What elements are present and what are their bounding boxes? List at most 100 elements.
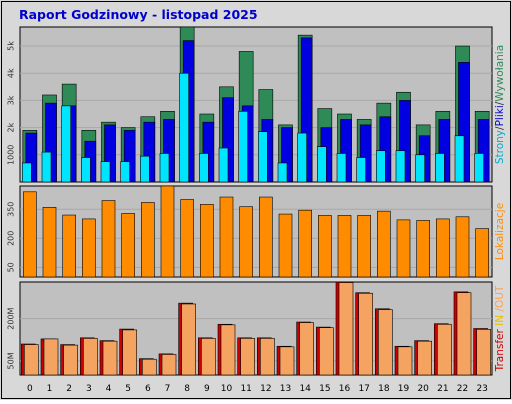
bar-hits — [258, 131, 268, 183]
bar-hits — [317, 146, 327, 183]
side-label-part: Strony — [494, 130, 506, 164]
bar-transfer-in — [456, 292, 472, 376]
x-tick-label: 21 — [437, 384, 448, 394]
y-tick-label: 200M — [7, 307, 16, 329]
x-tick-label: 8 — [184, 384, 190, 394]
bar-visits — [101, 200, 116, 278]
bar-transfer-in — [260, 338, 275, 376]
bar-transfer-in — [476, 329, 491, 376]
bar-visits — [160, 185, 175, 278]
plot-area — [19, 281, 493, 376]
y-tick-label: 4k — [7, 68, 16, 78]
y-tick-label: 50M — [7, 352, 16, 369]
x-tick-label: 1 — [47, 384, 53, 394]
bar-transfer-in — [437, 323, 452, 376]
x-tick-label: 16 — [339, 384, 351, 394]
bar-transfer-in — [279, 346, 295, 376]
bar-hits — [297, 132, 307, 183]
x-tick-label: 12 — [260, 384, 271, 394]
bar-hits — [474, 153, 484, 183]
plot-area — [19, 185, 493, 278]
bar-transfer-in — [319, 327, 334, 376]
side-label-part: / — [494, 101, 506, 105]
bar-hits — [159, 153, 170, 183]
panel-3: 50M 200M Transfer IN /OUT — [7, 281, 506, 376]
bar-transfer-in — [102, 340, 118, 376]
side-label: Lokalizacje — [494, 203, 506, 260]
y-tick-label: 5k — [7, 41, 16, 51]
bar-visits — [82, 218, 96, 278]
bar-hits — [277, 162, 288, 183]
bar-visits — [298, 209, 312, 278]
x-tick-label: 2 — [66, 384, 72, 394]
bar-hits — [356, 157, 366, 183]
bar-visits — [219, 196, 234, 278]
bar-hits — [199, 153, 209, 183]
bar-hits — [415, 154, 425, 183]
bar-visits — [180, 199, 194, 278]
x-tick-label: 6 — [145, 384, 151, 394]
bar-visits — [278, 213, 293, 278]
bar-hits — [22, 162, 32, 183]
bar-visits — [396, 219, 411, 278]
bar-visits — [436, 218, 450, 278]
bar-visits — [23, 191, 37, 278]
side-label-part: Lokalizacje — [494, 203, 506, 260]
bar-transfer-in — [417, 340, 432, 376]
x-tick-label: 4 — [106, 384, 112, 394]
bar-transfer-in — [161, 354, 177, 376]
x-tick-label: 0 — [27, 384, 33, 394]
x-tick-label: 19 — [398, 384, 410, 394]
y-tick-label: 1000 — [7, 145, 16, 165]
bar-visits — [377, 210, 391, 278]
side-label-part: IN — [494, 312, 506, 330]
bar-hits — [218, 147, 229, 183]
y-tick-label: 2k — [7, 122, 16, 132]
panel-2: 50 200 350 Lokalizacje — [7, 185, 506, 278]
bar-transfer-in — [43, 338, 59, 376]
chart-title: Raport Godzinowy - listopad 2025 — [19, 7, 258, 22]
bar-visits — [141, 202, 155, 278]
x-tick-label: 17 — [358, 384, 369, 394]
x-tick-label: 5 — [125, 384, 131, 394]
bar-hits — [61, 105, 71, 183]
bar-hits — [81, 157, 91, 183]
x-tick-label: 10 — [221, 384, 233, 394]
chart-panels: 10002k3k4k5kStrony/Pliki/Wywołania502003… — [7, 26, 506, 394]
x-tick-label: 3 — [86, 384, 92, 394]
y-tick-label: 200 — [7, 231, 16, 246]
bar-visits — [416, 220, 430, 278]
bar-visits — [239, 206, 253, 278]
x-tick-label: 7 — [165, 384, 171, 394]
bar-hits — [120, 161, 130, 183]
bar-transfer-in — [122, 329, 137, 376]
bar-transfer-in — [142, 358, 157, 376]
side-label-part: Pliki — [494, 105, 506, 126]
bar-transfer-in — [378, 309, 393, 376]
bar-hits — [100, 161, 111, 183]
bar-hits — [179, 72, 189, 183]
side-label: Transfer IN /OUT — [494, 285, 506, 372]
bar-hits — [336, 153, 347, 183]
x-tick-label: 14 — [299, 384, 311, 394]
bar-visits — [357, 215, 371, 278]
y-tick-label: 350 — [7, 202, 16, 217]
bar-transfer-in — [201, 338, 216, 376]
y-tick-label: 50 — [7, 262, 16, 272]
bar-visits — [42, 206, 57, 278]
bar-visits — [259, 196, 273, 278]
plot-area — [19, 26, 493, 183]
bar-hits — [376, 150, 386, 183]
bar-hits — [435, 153, 445, 183]
side-label-part: /OUT — [494, 285, 506, 311]
side-label-part: Transfer — [494, 328, 506, 372]
x-tick-label: 13 — [280, 384, 291, 394]
bar-transfer-in — [220, 324, 236, 376]
bar-hits — [140, 155, 150, 183]
side-label-part: Wywołania — [494, 45, 506, 102]
bar-transfer-in — [181, 303, 196, 376]
